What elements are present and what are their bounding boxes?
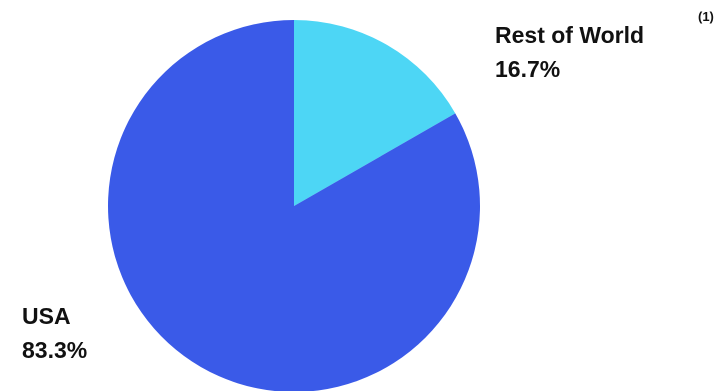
slice-value-label: 83.3% xyxy=(22,337,88,363)
pie-slice-usa xyxy=(108,20,480,391)
slice-value-label: 16.7% xyxy=(495,56,561,82)
footnote-marker: (1) xyxy=(698,9,714,24)
slice-label-text: USA xyxy=(22,303,71,329)
pie-slice-rest-of-world xyxy=(294,20,456,206)
slice-label-rest-of-world: Rest of World 16.7% xyxy=(495,18,644,86)
slice-label-text: Rest of World xyxy=(495,22,645,48)
slice-label-usa: USA 83.3% xyxy=(22,299,87,367)
